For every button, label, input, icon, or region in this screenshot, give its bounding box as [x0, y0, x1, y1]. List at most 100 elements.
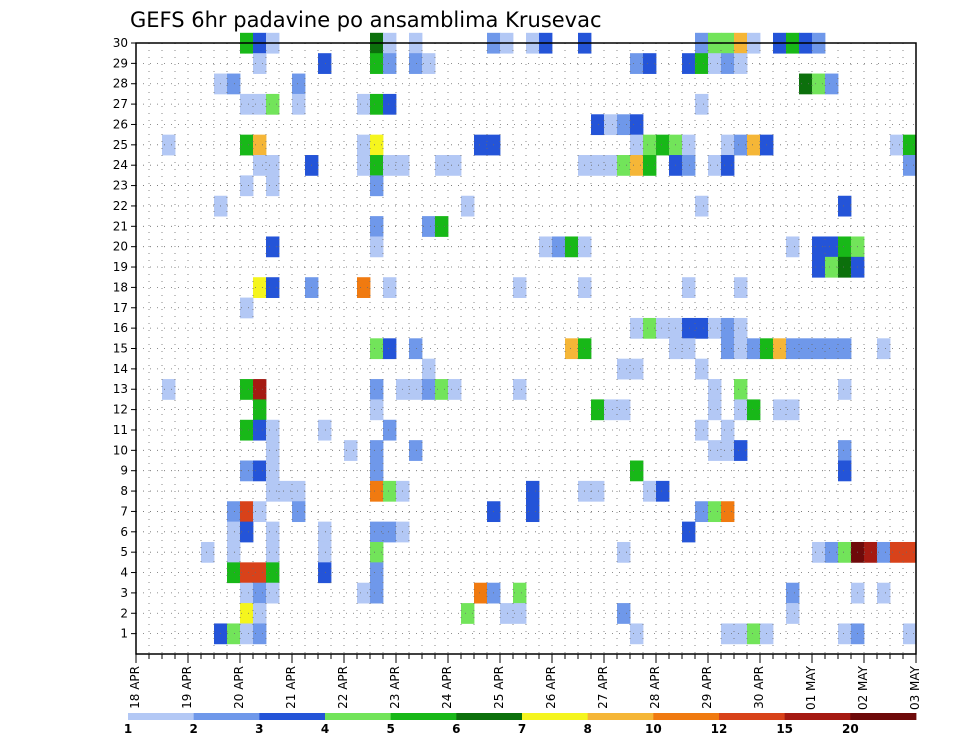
heatmap-cell: [812, 338, 826, 360]
y-tick-label: 13: [113, 382, 128, 396]
heatmap-cell: [253, 134, 267, 156]
heatmap-cell: [409, 379, 423, 400]
heatmap-cell: [721, 440, 735, 461]
heatmap-cell: [877, 582, 891, 604]
heatmap-cell: [591, 114, 605, 136]
heatmap-cell: [695, 317, 709, 339]
heatmap-cell: [734, 317, 748, 339]
heatmap-cell: [370, 480, 384, 502]
heatmap-cell: [370, 541, 384, 563]
heatmap-cell: [617, 155, 631, 176]
heatmap-cell: [838, 440, 852, 461]
x-tick-label: 28 APR: [648, 666, 662, 709]
colorbar-segment: [456, 713, 523, 720]
y-tick-label: 14: [113, 362, 128, 376]
heatmap-cell: [370, 175, 384, 197]
heatmap-cell: [903, 623, 917, 645]
heatmap-cell: [357, 93, 371, 115]
x-tick-label: 26 APR: [544, 666, 558, 709]
y-tick-label: 30: [113, 36, 128, 50]
y-tick-label: 8: [120, 484, 128, 498]
heatmap-cell: [617, 399, 631, 421]
heatmap-cell: [240, 623, 254, 645]
heatmap-cell: [253, 501, 267, 523]
heatmap-cell: [708, 379, 722, 400]
heatmap-cell: [240, 419, 254, 441]
heatmap-cell: [708, 53, 722, 74]
heatmap-cell: [448, 155, 462, 176]
heatmap-cell: [643, 480, 657, 502]
heatmap-cell: [708, 317, 722, 339]
heatmap-cell: [513, 582, 527, 604]
heatmap-cell: [370, 399, 384, 421]
heatmap-cell: [266, 582, 280, 604]
heatmap-cell: [682, 521, 696, 543]
heatmap-cell: [864, 541, 878, 563]
colorbar-segment: [850, 713, 917, 720]
heatmap-cell: [877, 541, 891, 563]
colorbar-tick-label: 15: [776, 722, 793, 736]
heatmap-cell: [617, 114, 631, 136]
x-tick-label: 30 APR: [752, 666, 766, 709]
y-tick-label: 11: [113, 423, 128, 437]
y-tick-label: 10: [113, 443, 128, 457]
heatmap-cell: [370, 562, 384, 584]
heatmap-cell: [435, 155, 449, 176]
heatmap-cell: [240, 297, 254, 319]
heatmap-cell: [721, 134, 735, 156]
heatmap-cell: [825, 236, 839, 258]
heatmap-cell: [539, 236, 553, 258]
y-tick-label: 29: [113, 56, 128, 70]
x-tick-label: 25 APR: [492, 666, 506, 709]
heatmap-cell: [266, 155, 280, 176]
heatmap-cell: [227, 623, 241, 645]
heatmap-cell: [838, 541, 852, 563]
colorbar-tick-label: 5: [386, 722, 394, 736]
y-tick-label: 9: [120, 464, 128, 478]
y-tick-label: 5: [120, 545, 128, 559]
y-tick-label: 26: [113, 117, 128, 131]
heatmap-cell: [656, 134, 670, 156]
y-axis-ticks: 1234567891011121314151617181920212223242…: [113, 36, 136, 641]
y-tick-label: 23: [113, 179, 128, 193]
y-tick-label: 20: [113, 240, 128, 254]
heatmap-cell: [604, 114, 618, 136]
y-tick-label: 7: [120, 504, 128, 518]
colorbar-tick-label: 3: [255, 722, 263, 736]
heatmap-cell: [825, 338, 839, 360]
heatmap-cell: [227, 541, 241, 563]
heatmap-cell: [253, 399, 267, 421]
heatmap-cell: [786, 399, 800, 421]
heatmap-cell: [773, 338, 787, 360]
heatmap-cell: [721, 501, 735, 523]
heatmap-cell: [825, 541, 839, 563]
heatmap-cell: [747, 399, 761, 421]
heatmap-cell: [591, 480, 605, 502]
heatmap-cell: [617, 358, 631, 380]
heatmap-cell: [370, 338, 384, 360]
heatmap-cell: [422, 379, 436, 400]
x-tick-label: 02 MAY: [856, 665, 870, 710]
heatmap-cell: [838, 256, 852, 278]
heatmap-cell: [734, 277, 748, 298]
y-tick-label: 12: [113, 403, 128, 417]
y-tick-label: 19: [113, 260, 128, 274]
heatmap-cell: [461, 603, 475, 624]
heatmap-cell: [695, 501, 709, 523]
y-tick-label: 21: [113, 219, 128, 233]
heatmap-cell: [721, 155, 735, 176]
heatmap-cell: [604, 399, 618, 421]
colorbar-segment: [653, 713, 720, 720]
heatmap-cell: [682, 134, 696, 156]
heatmap-cell: [812, 236, 826, 258]
heatmap-cell: [201, 541, 215, 563]
heatmap-cell: [253, 562, 267, 584]
heatmap-cell: [240, 603, 254, 624]
heatmap-cell: [747, 134, 761, 156]
heatmap-cell: [292, 501, 306, 523]
y-tick-label: 17: [113, 301, 128, 315]
heatmap-cell: [253, 582, 267, 604]
heatmap-cell: [318, 53, 332, 74]
x-tick-label: 21 APR: [284, 666, 298, 709]
